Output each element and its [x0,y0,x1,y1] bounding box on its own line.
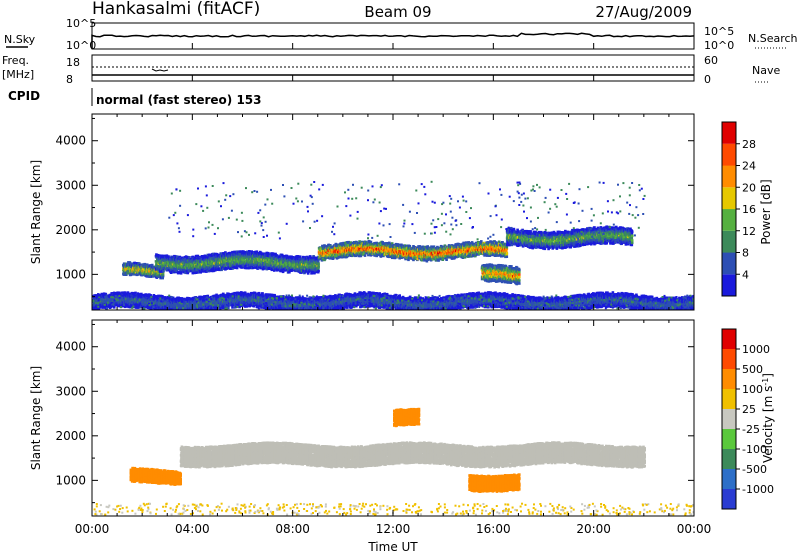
power-cell [424,311,427,314]
power-cell [187,311,190,314]
freq-unit: [MHz] [2,68,34,81]
freq-tick-low: 8 [66,73,73,86]
power-cell [173,311,176,314]
power-cell [419,310,422,313]
nsearch-tick-low: 10^0 [704,39,734,52]
power-cell [296,310,299,313]
power-cell [422,310,425,313]
power-cell [298,311,301,314]
power-cell [429,310,432,313]
nsearch-label: N.Search [748,32,798,45]
power-cell [177,310,180,313]
power-cell [190,310,193,313]
power-cell [179,311,182,314]
nsky-panel: N.Sky 10^5 10^0 10^5 10^0 N.Search [4,17,798,52]
power-cell [134,292,137,295]
power-cell [195,310,198,313]
power-heatmap [92,181,696,314]
power-cell [292,310,295,313]
date-label: 27/Aug/2009 [595,3,692,21]
power-cell [346,306,349,309]
power-cell [422,311,425,314]
power-cell [301,311,304,314]
cpid-label: CPID [8,89,40,103]
nsearch-tick-high: 10^5 [704,25,734,38]
freq-tick-high: 18 [66,56,80,69]
power-cell [398,294,401,297]
power-cell [261,292,264,295]
freq-panel: Freq. [MHz] 18 8 60 0 Nave [2,54,780,86]
power-cell [418,311,421,314]
power-cell [193,311,196,314]
nsky-label: N.Sky [4,33,36,46]
power-cell [193,310,196,313]
power-cell [437,311,440,314]
nave-dip [152,69,168,71]
power-cell [184,311,187,314]
freq-label: Freq. [2,54,29,67]
power-cell [113,306,116,309]
power-cell [192,310,195,313]
power-cell [304,311,307,314]
power-cell [302,310,305,313]
beam-label: Beam 09 [364,3,431,21]
nave-tick-low: 0 [704,73,711,86]
nave-tick-high: 60 [704,54,718,67]
power-cell [433,310,436,313]
power-cell [300,311,303,314]
nave-label: Nave [752,64,780,77]
power-cell [195,310,198,313]
station-title: Hankasalmi (fitACF) [92,0,260,19]
power-cell [186,311,189,314]
nsky-tick-high: 10^5 [66,17,96,30]
cpid-value: normal (fast stereo) 153 [96,93,262,107]
power-cell [194,311,197,314]
power-cell [436,311,439,314]
power-cell [425,310,428,313]
power-cell [231,306,234,309]
